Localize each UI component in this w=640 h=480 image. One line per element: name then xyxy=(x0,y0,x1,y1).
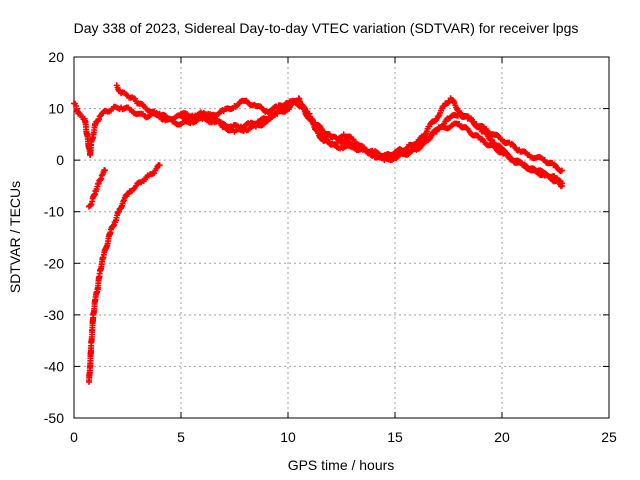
x-tick-label: 0 xyxy=(70,429,78,445)
series-track-upper-c xyxy=(178,97,565,187)
data-point-sample xyxy=(496,143,503,150)
data-point-sample xyxy=(87,202,94,209)
x-tick-label: 10 xyxy=(280,429,296,445)
y-tick-label: -20 xyxy=(44,255,64,271)
y-axis-label: SDTVAR / TECUs xyxy=(7,181,23,293)
data-point xyxy=(558,167,565,174)
y-tick-labels: -50 -40 -30 -20 -10 0 10 20 xyxy=(44,49,64,426)
x-tick-label: 15 xyxy=(387,429,403,445)
x-axis-label: GPS time / hours xyxy=(288,457,395,473)
x-tick-label: 5 xyxy=(177,429,185,445)
y-tick-label: -40 xyxy=(44,358,64,374)
data-point xyxy=(102,167,109,174)
series-track-short-drop xyxy=(85,167,109,210)
x-tick-labels: 0 5 10 15 20 25 xyxy=(70,429,617,445)
chart-title: Day 338 of 2023, Sidereal Day-to-day VTE… xyxy=(74,20,579,36)
y-tick-label: 10 xyxy=(48,101,64,117)
data-points xyxy=(71,82,565,385)
x-tick-label: 25 xyxy=(601,429,617,445)
data-point xyxy=(156,162,163,169)
axis-ticks xyxy=(73,56,610,419)
data-point-sample xyxy=(88,201,95,208)
plot-frame xyxy=(73,56,610,419)
data-point-sample xyxy=(272,111,279,118)
series-track-lower-curve xyxy=(85,162,163,385)
y-tick-label: -30 xyxy=(44,307,64,323)
y-tick-label: -10 xyxy=(44,204,64,220)
y-tick-label: 20 xyxy=(48,49,64,65)
y-tick-label: 0 xyxy=(56,152,64,168)
data-point xyxy=(558,180,565,187)
x-tick-label: 20 xyxy=(494,429,510,445)
y-tick-label: -50 xyxy=(44,410,64,426)
